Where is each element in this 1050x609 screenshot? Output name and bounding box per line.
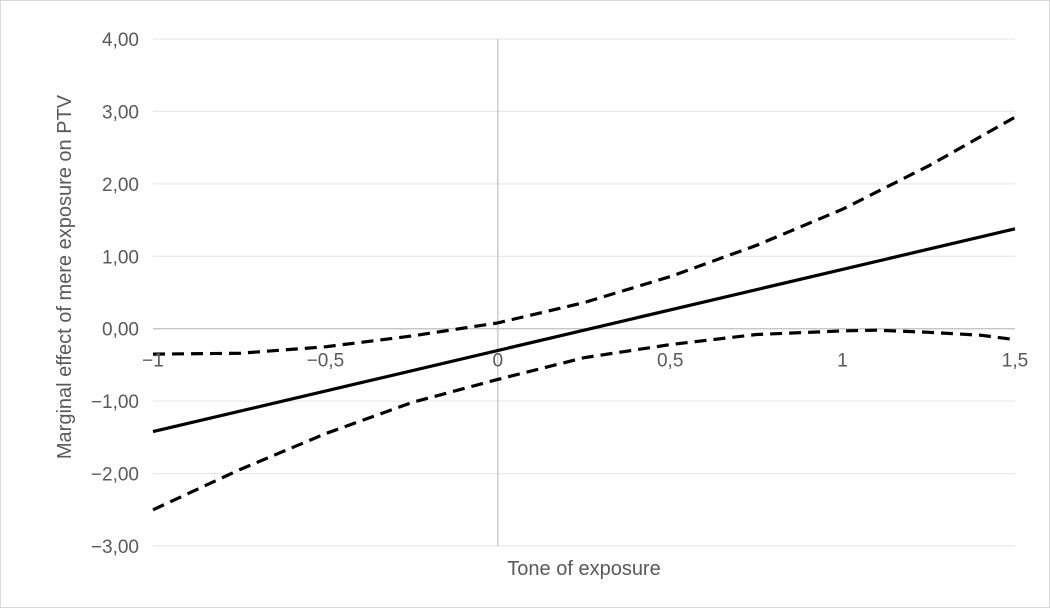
gridlines (153, 38, 1015, 547)
y-tick-label: −1,00 (91, 392, 139, 413)
y-tick-label: 0,00 (102, 320, 139, 341)
x-tick-label: 0 (493, 351, 504, 372)
x-tick-label: 1 (837, 351, 848, 372)
x-tick-label: −0,5 (307, 351, 345, 372)
axes (153, 39, 1015, 546)
y-tick-label: −3,00 (91, 537, 139, 558)
y-axis-title: Marginal effect of mere exposure on PTV (54, 94, 76, 459)
y-tick-label: 3,00 (102, 102, 139, 123)
upper-bound-line (152, 115, 1016, 356)
x-tick-labels: −1 −0,5 0 0,5 1 1,5 (142, 351, 1028, 372)
series-lines (152, 115, 1016, 512)
y-tick-labels: 4,00 3,00 2,00 1,00 0,00 −1,00 −2,00 −3,00 (91, 30, 139, 558)
y-tick-label: 2,00 (102, 175, 139, 196)
x-tick-label: 1,5 (1002, 351, 1028, 372)
y-tick-label: −2,00 (91, 465, 139, 486)
y-tick-label: 1,00 (102, 247, 139, 268)
x-tick-label: 0,5 (657, 351, 683, 372)
x-tick-label: −1 (142, 351, 164, 372)
lower-bound-line (152, 328, 1016, 512)
y-tick-label: 4,00 (102, 30, 139, 51)
x-axis-title: Tone of exposure (507, 558, 660, 580)
estimate-line (152, 227, 1016, 434)
